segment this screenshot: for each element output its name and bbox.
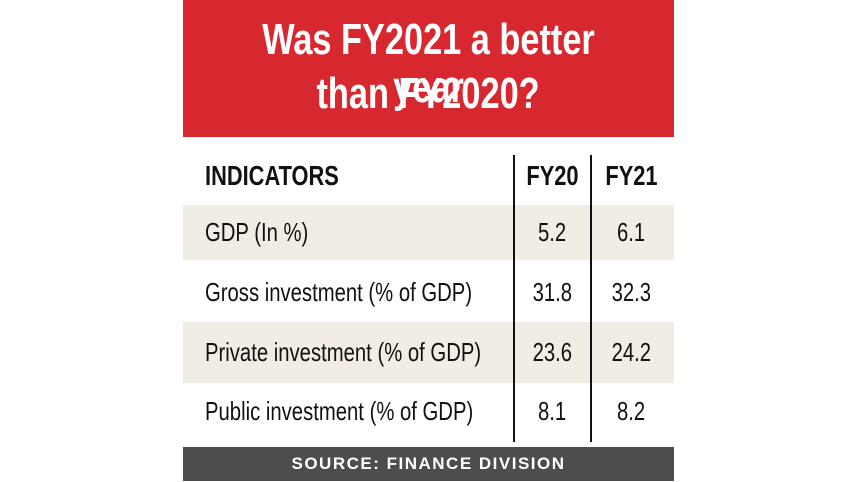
cell-value: 31.8: [515, 262, 590, 322]
row-label: Public investment (% of GDP): [205, 383, 505, 440]
cell-text: 24.2: [611, 337, 651, 367]
title-text: Was FY2021 a better year: [262, 15, 595, 112]
table-row: GDP (In %) 5.2 6.1: [183, 205, 674, 260]
row-label: INDICATORS: [205, 148, 505, 203]
cell-text: 6.1: [616, 217, 646, 247]
cell-value: FY21: [592, 148, 670, 203]
cell-value: 8.2: [592, 383, 670, 440]
cell-text: 5.2: [538, 217, 567, 247]
column-divider: [513, 155, 515, 442]
cell-value: 32.3: [592, 262, 670, 322]
cell-text: 8.1: [538, 396, 567, 426]
row-label: GDP (In %): [205, 205, 505, 260]
row-label: Private investment (% of GDP): [205, 322, 505, 383]
title-line: than FY2020?: [183, 70, 674, 118]
cell-text: Gross investment (% of GDP): [205, 276, 473, 307]
cell-value: 23.6: [515, 322, 590, 383]
cell-value: 6.1: [592, 205, 670, 260]
cell-text: 8.2: [616, 396, 646, 426]
title-line: Was FY2021 a better year: [183, 16, 674, 112]
infographic: Was FY2021 a better year than FY2020? IN…: [183, 0, 674, 482]
row-label: Gross investment (% of GDP): [205, 262, 505, 322]
cell-value: 8.1: [515, 383, 590, 440]
cell-text: Public investment (% of GDP): [205, 396, 474, 426]
cell-text: 23.6: [532, 337, 573, 367]
cell-text: FY20: [526, 159, 579, 191]
cell-text: 32.3: [611, 276, 651, 307]
cell-value: 24.2: [592, 322, 670, 383]
source-bar: SOURCE: FINANCE DIVISION: [183, 447, 674, 481]
cell-text: INDICATORS: [205, 159, 339, 191]
header-row: INDICATORS FY20 FY21: [183, 148, 674, 203]
cell-value: FY20: [515, 148, 590, 203]
title-text: than FY2020?: [316, 69, 541, 118]
cell-text: GDP (In %): [205, 217, 309, 247]
table-row: Public investment (% of GDP) 8.1 8.2: [183, 383, 674, 440]
cell-text: FY21: [604, 159, 658, 191]
cell-value: 5.2: [515, 205, 590, 260]
title-banner: Was FY2021 a better year than FY2020?: [183, 0, 674, 137]
cell-text: Private investment (% of GDP): [205, 337, 482, 367]
table-row: Gross investment (% of GDP) 31.8 32.3: [183, 262, 674, 322]
cell-text: 31.8: [532, 276, 573, 307]
table-row: Private investment (% of GDP) 23.6 24.2: [183, 322, 674, 383]
column-divider: [590, 155, 592, 442]
source-text: SOURCE: FINANCE DIVISION: [291, 454, 566, 473]
